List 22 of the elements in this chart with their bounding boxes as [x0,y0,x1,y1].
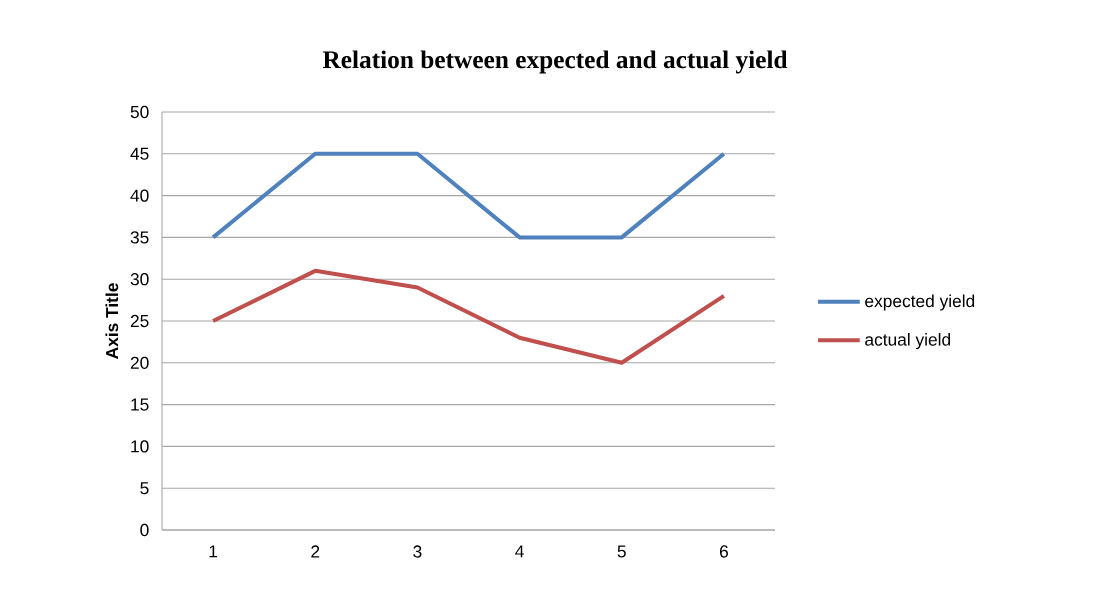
x-tick-label: 1 [209,545,218,558]
y-axis-title: Axis Title [105,283,119,359]
x-tick-label: 4 [515,545,524,558]
y-tick-label: 25 [130,314,149,328]
y-tick-label: 35 [130,231,149,244]
y-tick-label: 0 [140,523,149,537]
y-tick-label: 5 [140,482,149,495]
line-series [211,268,726,365]
legend-label: actual yield [865,332,951,350]
x-tick-label: 2 [311,545,320,558]
x-tick-label: 6 [719,545,728,558]
y-tick-label: 15 [131,398,149,411]
x-tick-label: 3 [413,545,422,558]
y-tick-label: 10 [131,440,149,453]
chart-title: Relation between expected and actual yield [322,50,788,74]
y-tick-label: 50 [130,105,149,119]
y-tick-label: 40 [130,189,149,202]
legend-label: expected yield [865,294,975,311]
y-tick-label: 30 [130,273,149,286]
x-tick-label: 5 [617,545,626,558]
y-tick-label: 45 [130,147,149,160]
y-tick-label: 20 [130,356,149,369]
